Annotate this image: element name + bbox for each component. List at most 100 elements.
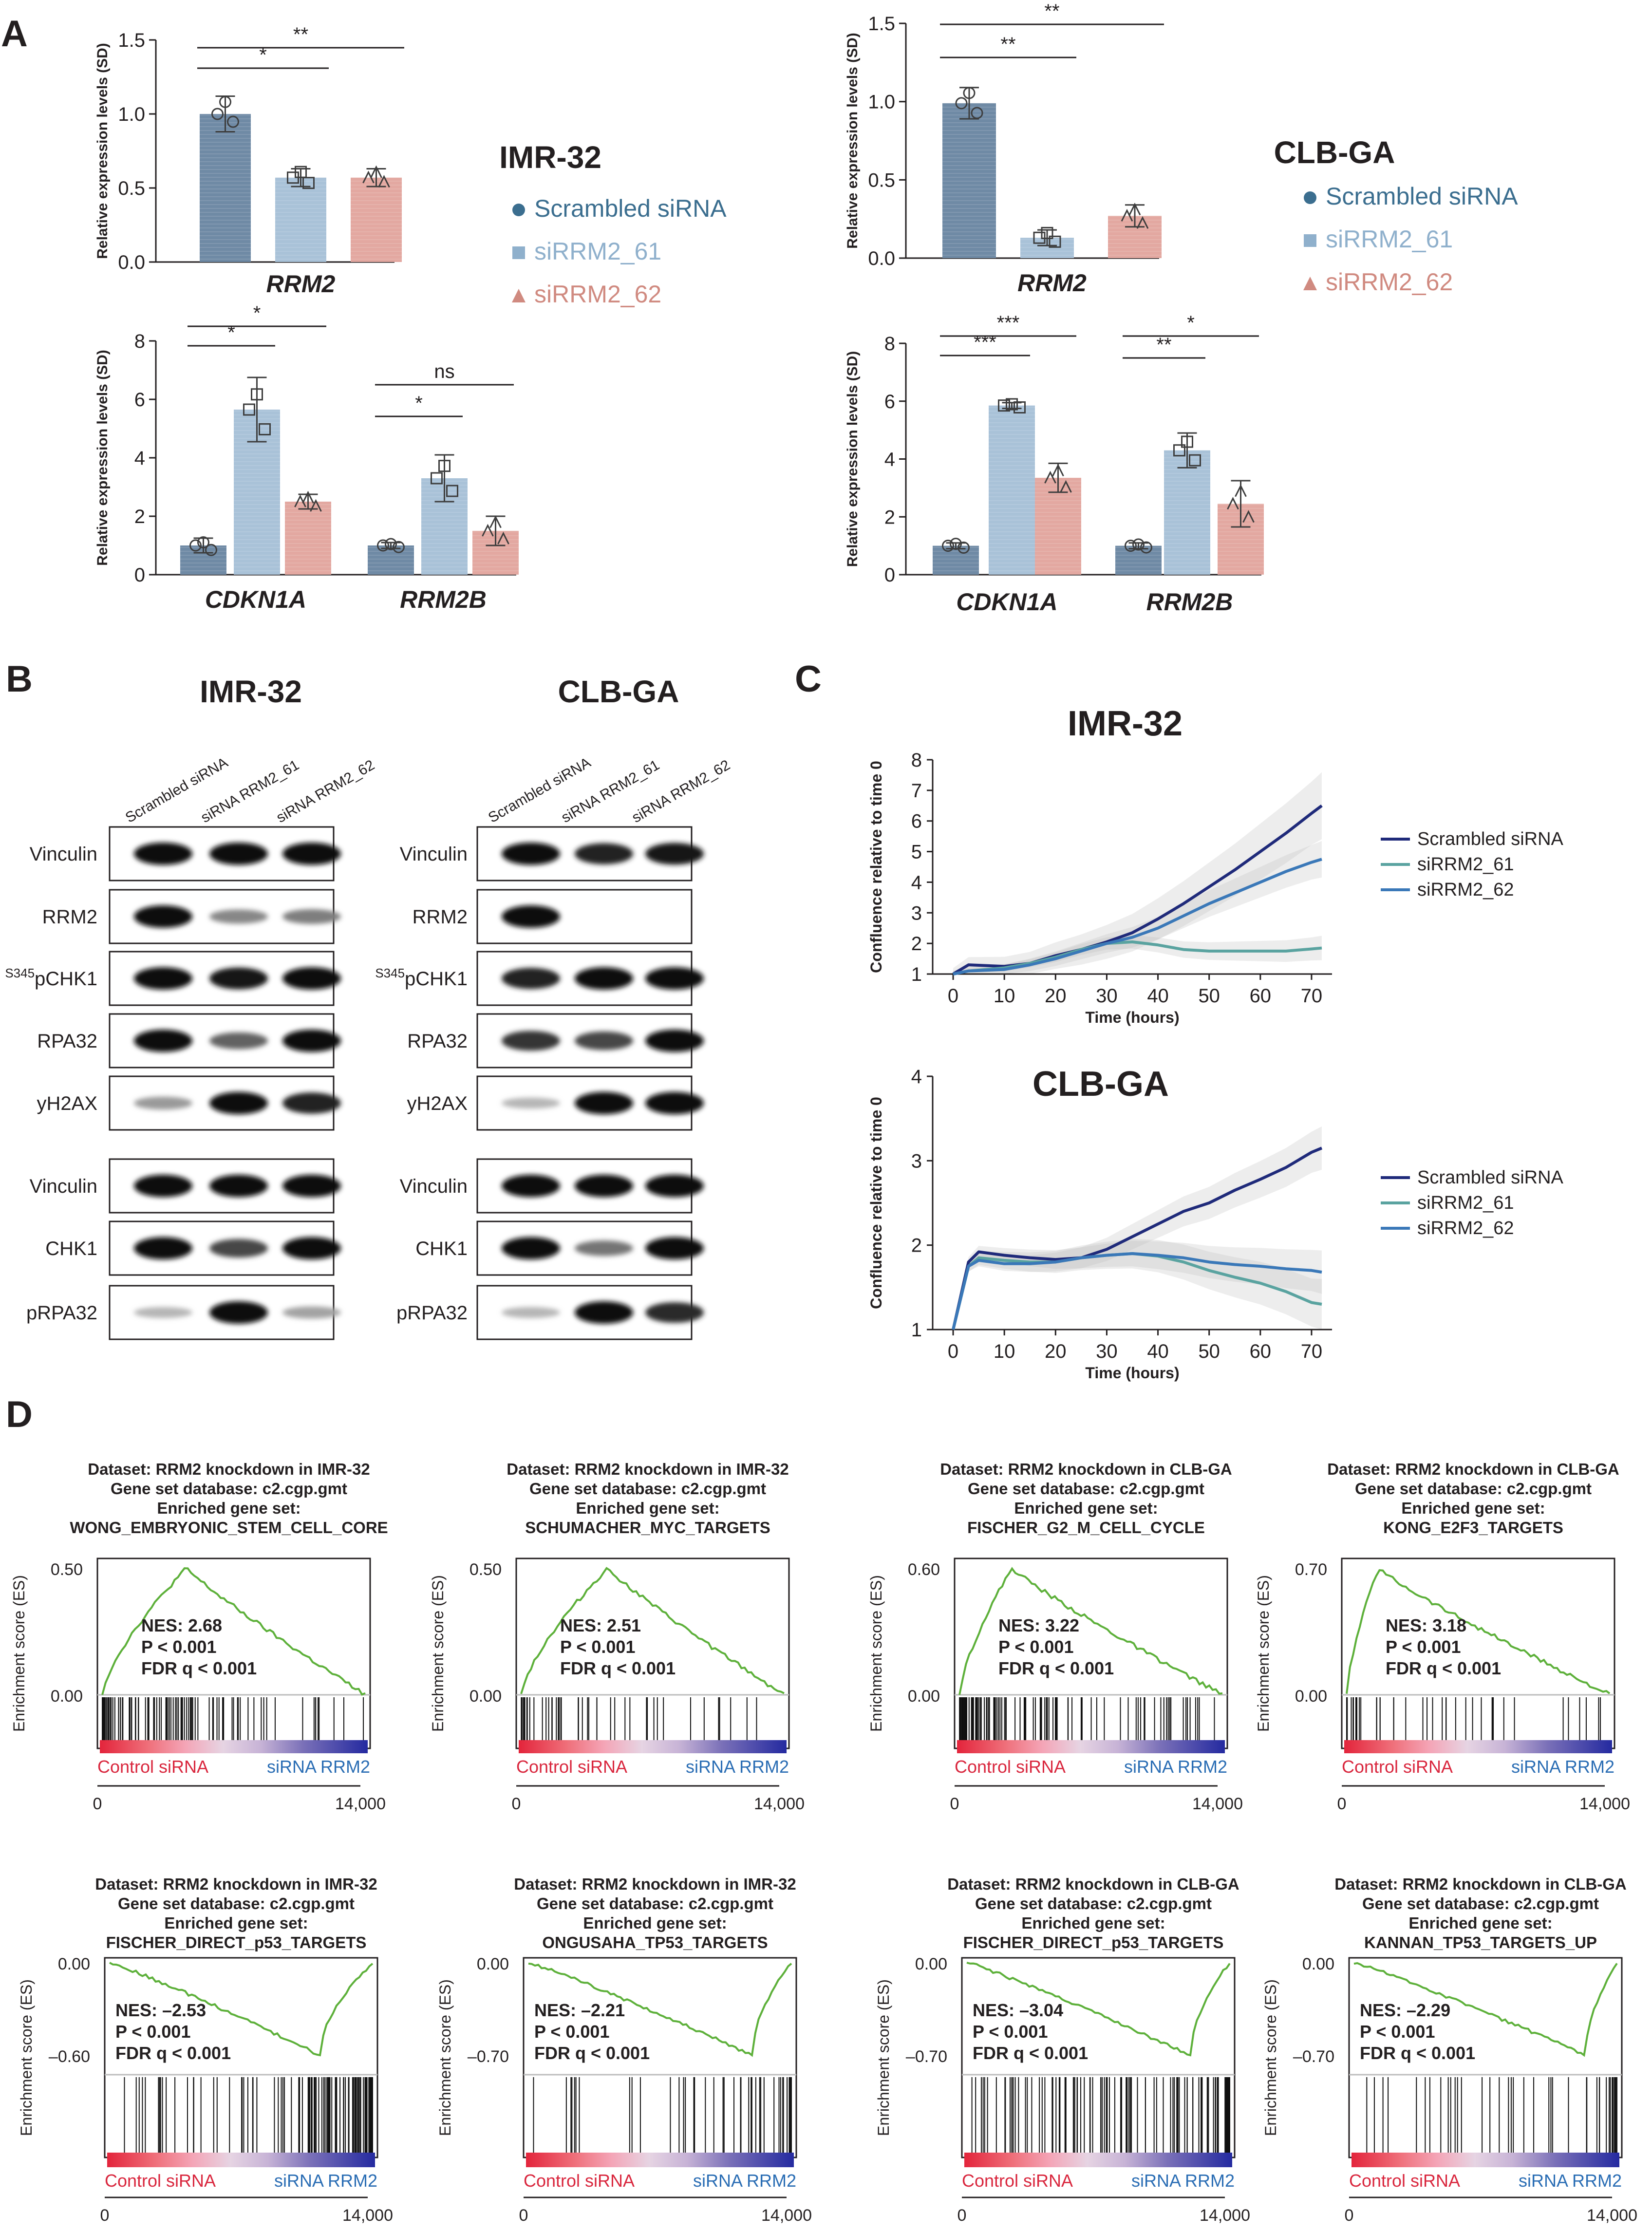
blot-row-prpa32: pRPA32 [26,1285,341,1340]
legend-label: Scrambled siRNA [1417,829,1564,849]
blot-row-yh2ax: yH2AX [37,1075,341,1131]
y-tick-label: 8 [884,333,895,355]
y-tick-label: 2 [911,1235,922,1257]
legend-label: siRRM2_62 [534,281,661,308]
gsea-axis-start: 0 [93,1795,102,1813]
gsea-label-rrm2: siRNA RRM2 [1131,2171,1235,2191]
replicate-point [211,108,224,120]
y-axis-label: Relative expression levels (SD) [94,43,111,259]
gsea-label-rrm2: siRNA RRM2 [686,1757,789,1777]
blot-band [502,968,560,989]
gsea-frame [515,1557,790,1749]
blot-band [645,1175,704,1197]
y-tick-label: 3 [911,1150,922,1172]
blot-row-label: RRM2 [42,906,97,928]
gene-label: CDKN1A [205,586,306,613]
y-tick-label: 2 [884,506,895,528]
gsea-stat: FDR q < 0.001 [973,2043,1088,2063]
replicate-point [1041,226,1053,239]
gsea-y-tick-label: 0.00 [1295,1687,1327,1706]
replicate-point [1242,510,1255,523]
gsea-axis-start: 0 [950,1795,959,1813]
gsea-y-tick-label: –0.70 [1293,2047,1334,2066]
bar-rrm2b-0-texture [1115,545,1162,575]
gsea-stat: P < 0.001 [998,1637,1073,1657]
gsea-stat: NES: –2.29 [1360,2000,1450,2020]
y-tick-label: 6 [884,391,895,413]
series-line-1 [953,940,1322,975]
gsea-plot-2: Dataset: RRM2 knockdown in CLB-GA Gene se… [867,1460,1243,1813]
gsea-stat: FDR q < 0.001 [1386,1658,1501,1678]
legend-marker-si62 [512,289,526,302]
gsea-header-line: KONG_E2F3_TARGETS [1383,1519,1563,1537]
blot-row-label: Vinculin [30,1176,97,1197]
x-tick-label: 30 [1096,985,1118,1007]
cell-line-title: IMR-32 [499,140,601,175]
gsea-label-control: Control siRNA [962,2171,1073,2191]
gsea-label-rrm2: siRNA RRM2 [693,2171,796,2191]
gsea-rank-gradient [107,2153,375,2167]
blot-row-label: RPA32 [37,1031,97,1052]
gsea-axis-end: 14,000 [335,1795,386,1813]
gsea-stat: P < 0.001 [1386,1637,1461,1657]
gsea-rank-gradient [100,1740,368,1753]
y-tick-label: 0.0 [118,252,145,273]
gsea-header-line: Enriched gene set: [583,1914,727,1932]
replicate-point [971,107,983,119]
gsea-stat: P < 0.001 [534,2022,609,2042]
significance-label: *** [974,332,996,353]
gsea-y-tick-label: 0.60 [908,1560,940,1579]
x-tick-label: 70 [1301,1341,1323,1362]
bar-cdkn1a-0-texture [933,545,979,575]
chart-title: CLB-GA [1032,1065,1169,1104]
x-tick-label: 20 [1045,1341,1067,1362]
gsea-label-control: Control siRNA [1349,2171,1460,2191]
gsea-header-line: Gene set database: c2.cgp.gmt [968,1480,1204,1498]
blot-row-prpa32: pRPA32 [396,1285,704,1340]
replicate-point [302,490,314,504]
replicate-point [259,423,271,435]
legend-label: siRRM2_61 [534,238,661,265]
blot-band [282,1030,341,1052]
gsea-enrichment-curve [109,1962,374,2057]
blot-row-pchk1: S345pCHK1 [375,951,704,1006]
blot-row-label: RPA32 [407,1031,468,1052]
panel-letter-b: B [6,658,33,700]
legend-label: siRRM2_62 [1417,1218,1514,1238]
replicate-point [302,177,315,189]
blot-band [575,1240,633,1256]
blot-band [209,967,268,990]
gsea-rank-gradient [957,1740,1225,1753]
significance-label: * [415,393,423,414]
y-tick-label: 0 [884,564,895,586]
gsea-y-axis-label: Enrichment score (ES) [18,1979,35,2136]
blot-band [209,1032,268,1050]
replicate-point [955,97,968,110]
x-axis-label: Time (hours) [1085,1364,1179,1382]
blot-band [134,1237,192,1259]
y-tick-label: 1.0 [118,104,145,125]
panel-letter-c: C [795,658,822,700]
blot-band [502,1097,560,1109]
gsea-header-line: Dataset: RRM2 knockdown in IMR-32 [95,1875,377,1893]
blot-row-label: Vinculin [400,844,468,865]
bar-cdkn1a-2-texture [285,502,331,575]
gsea-y-tick-label: –0.70 [468,2047,509,2066]
y-tick-label: 6 [134,389,145,411]
blot-title: CLB-GA [558,674,679,709]
gsea-stat: FDR q < 0.001 [115,2043,231,2063]
gsea-stat: FDR q < 0.001 [560,1658,676,1678]
blot-band [134,1175,192,1197]
gene-label: CDKN1A [956,588,1057,616]
blot-row-label: S345pCHK1 [5,966,97,990]
gsea-label-rrm2: siRNA RRM2 [1511,1757,1614,1777]
bar-cdkn1a-2-texture [1035,478,1081,575]
blot-band [645,1237,704,1259]
gsea-stat: P < 0.001 [973,2022,1048,2042]
